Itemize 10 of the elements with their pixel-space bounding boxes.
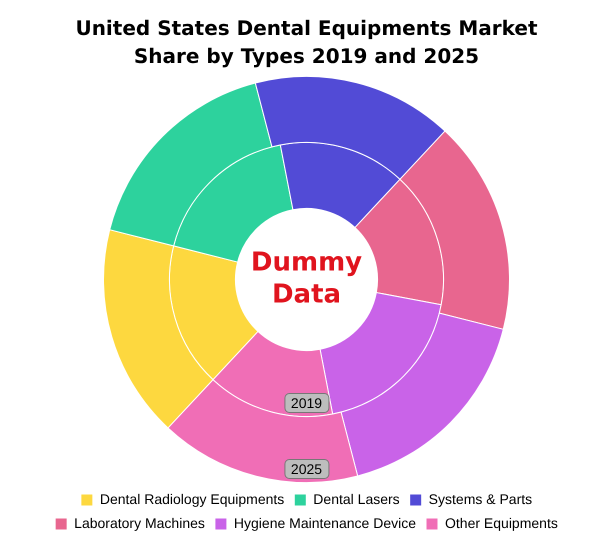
legend-label: Systems & Parts — [428, 490, 532, 507]
slice-label: 2025 — [284, 458, 330, 478]
slice-label: 2019 — [284, 392, 330, 413]
legend-label: Other Equipments — [445, 514, 558, 531]
legend-label: Hygiene Maintenance Device — [234, 514, 416, 531]
chart-title: United States Dental Equipments Market Share by Types 2019 and 2025 — [74, 15, 539, 70]
legend-label: Dental Radiology Equipments — [100, 490, 284, 507]
legend-label: Laboratory Machines — [74, 514, 205, 531]
legend-label: Dental Lasers — [313, 490, 400, 507]
text: Dummy Data — [250, 247, 362, 310]
